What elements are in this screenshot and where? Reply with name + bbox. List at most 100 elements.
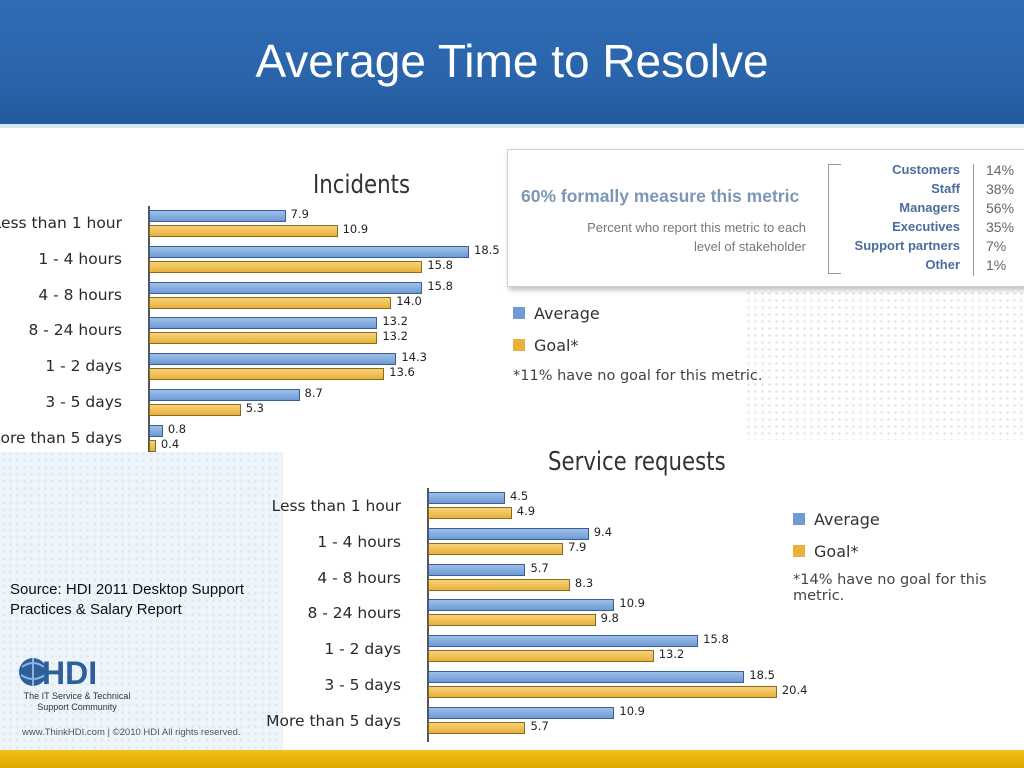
requests-bar-average: [428, 492, 505, 504]
stakeholder-label: Executives: [892, 219, 960, 234]
title-rule: [0, 124, 1024, 128]
stakeholder-label: Support partners: [854, 238, 960, 253]
incidents-data-label: 15.8: [427, 278, 453, 293]
incidents-goal-note: *11% have no goal for this metric.: [513, 368, 763, 384]
incidents-legend-goal-label: Goal*: [534, 336, 579, 355]
requests-category-label: 8 - 24 hours: [307, 604, 401, 623]
incidents-bar-average: [149, 317, 378, 330]
incidents-bar-average: [149, 210, 286, 222]
requests-data-label: 13.2: [658, 647, 685, 662]
incidents-data-label: 13.2: [382, 329, 408, 344]
incidents-category-label: 1 - 2 days: [45, 357, 122, 376]
requests-category-label: 1 - 4 hours: [317, 532, 401, 551]
incidents-bar-goal: [149, 404, 241, 416]
stakeholder-box: 60% formally measure this metric Percent…: [507, 149, 1024, 287]
requests-category-label: More than 5 days: [266, 711, 401, 730]
requests-legend-goal-label: Goal*: [814, 542, 859, 561]
incidents-category-label: 4 - 8 hours: [38, 285, 122, 304]
incidents-category-label: More than 5 days: [0, 428, 122, 447]
incidents-category-label: 3 - 5 days: [45, 393, 122, 411]
stakeholder-value: 38%: [986, 181, 1015, 197]
hdi-footer: www.ThinkHDI.com | ©2010 HDI All rights …: [22, 727, 241, 738]
stakeholder-subtext-line-2: level of stakeholder: [693, 239, 806, 254]
incidents-bar-goal: [149, 296, 392, 309]
incidents-bar-average: [149, 353, 397, 366]
incidents-chart-title: Incidents: [313, 170, 411, 200]
requests-legend-goal-swatch: [793, 545, 805, 557]
stakeholder-row: Executives 35%: [508, 219, 1024, 238]
incidents-data-label: 13.2: [382, 314, 408, 329]
requests-bar-goal: [428, 721, 526, 734]
incidents-data-label: 8.7: [304, 386, 323, 400]
requests-data-label: 18.5: [749, 668, 775, 682]
requests-data-label: 5.7: [530, 560, 549, 575]
incidents-legend-average-label: Average: [534, 304, 600, 323]
source-line-1: Source: HDI 2011 Desktop Support: [10, 581, 245, 598]
requests-bar-average: [428, 563, 526, 576]
requests-category-label: 4 - 8 hours: [317, 568, 401, 587]
stakeholder-row: Other 1%: [508, 257, 1024, 276]
stakeholder-row: Customers 14%: [508, 162, 1024, 181]
requests-data-label: 9.4: [593, 524, 613, 539]
requests-bar-goal: [428, 614, 596, 627]
dotted-background-right: [745, 290, 1024, 440]
stakeholder-label: Managers: [899, 200, 960, 215]
hdi-logo: HDI: [18, 655, 133, 694]
dotted-background-left: [0, 450, 285, 750]
incidents-data-label: 18.5: [474, 242, 500, 257]
incidents-data-label: 14.3: [401, 350, 427, 365]
incidents-data-label: 7.9: [290, 207, 309, 221]
requests-data-label: 4.9: [516, 504, 536, 518]
incidents-data-label: 10.9: [342, 222, 369, 236]
incidents-data-label: 15.8: [427, 257, 453, 272]
stakeholder-row: Staff 38%: [508, 181, 1024, 200]
stakeholder-value: 14%: [986, 162, 1015, 178]
incidents-legend-average-swatch: [513, 307, 525, 319]
incidents-bar-goal: [149, 260, 423, 273]
requests-bar-average: [428, 527, 589, 540]
source-citation: Source: HDI 2011 Desktop Support Practic…: [10, 580, 244, 620]
requests-goal-note: *14% have no goal for this metric.: [793, 572, 987, 604]
requests-bar-average: [428, 671, 745, 683]
incidents-bar-average: [149, 245, 470, 258]
stakeholder-row: Managers 56%: [508, 200, 1024, 219]
requests-bar-goal: [428, 686, 777, 698]
stakeholder-value: 56%: [986, 200, 1015, 216]
requests-data-label: 9.8: [600, 611, 619, 626]
incidents-bar-goal: [149, 332, 378, 345]
requests-data-label: 15.8: [703, 632, 729, 647]
service-requests-chart-panel: [283, 440, 1024, 750]
incidents-bar-goal: [149, 368, 385, 381]
hdi-logo-text: HDI: [42, 655, 97, 689]
stakeholder-row: Support partners 7%: [508, 238, 1024, 257]
stakeholder-label: Other: [925, 257, 960, 272]
requests-data-label: 4.5: [509, 489, 529, 503]
bottom-accent-bar: [0, 750, 1024, 768]
requests-bar-goal: [428, 578, 570, 591]
incidents-data-label: 13.6: [389, 365, 415, 380]
requests-category-label: 1 - 2 days: [324, 640, 401, 659]
service-requests-chart-title: Service requests: [548, 447, 726, 477]
requests-bar-average: [428, 635, 699, 648]
stakeholder-value: 35%: [986, 219, 1015, 235]
incidents-data-label: 14.0: [396, 293, 422, 308]
requests-bar-average: [428, 599, 615, 612]
hdi-globe-icon: HDI: [19, 655, 97, 691]
requests-legend-average-label: Average: [814, 510, 880, 529]
slide-title: Average Time to Resolve: [255, 35, 769, 87]
incidents-category-label: Less than 1 hour: [0, 214, 122, 232]
incidents-bar-average: [149, 281, 423, 294]
requests-category-label: Less than 1 hour: [271, 497, 401, 515]
incidents-legend-goal-swatch: [513, 339, 525, 351]
stakeholder-headline: 60% formally measure this metric: [521, 186, 800, 206]
requests-data-label: 7.9: [568, 539, 587, 554]
requests-data-label: 10.9: [619, 596, 645, 611]
stakeholder-bracket: [828, 164, 841, 274]
requests-legend-average-swatch: [793, 513, 805, 525]
incidents-category-label: 8 - 24 hours: [28, 321, 122, 340]
incidents-bar-goal: [149, 225, 338, 237]
stakeholder-label: Customers: [892, 162, 960, 177]
hdi-tagline-line-2: Support Community: [37, 702, 117, 712]
incidents-bar-goal: [149, 439, 156, 452]
stakeholder-divider: [973, 164, 974, 276]
